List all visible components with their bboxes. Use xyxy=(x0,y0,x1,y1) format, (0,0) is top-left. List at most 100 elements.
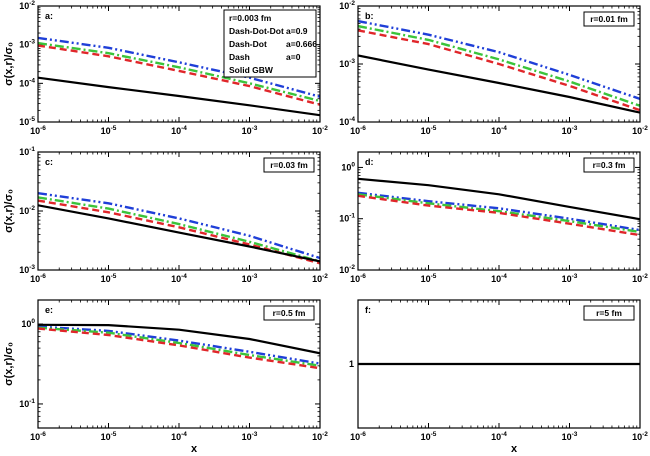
x-axis-title: x xyxy=(191,443,198,455)
radius-label-box xyxy=(583,305,635,321)
panel-tag: b: xyxy=(365,11,374,21)
x-tick-label: 10-6 xyxy=(350,431,366,442)
plot-frame xyxy=(37,5,321,123)
y-tick-label: 10-1 xyxy=(339,213,355,224)
series-line-a_0 xyxy=(38,199,320,265)
x-tick-label: 10-4 xyxy=(491,125,507,136)
plot-frame xyxy=(37,299,321,429)
y-tick-label: 10-3 xyxy=(19,39,35,50)
plot-frame xyxy=(37,151,321,271)
legend-entry-style: Dash-Dot-Dot xyxy=(229,26,284,36)
x-tick-label: 10-2 xyxy=(632,125,648,136)
legend-entry-style: Solid GBW xyxy=(229,65,274,75)
plot-frame xyxy=(357,299,641,429)
panel-f: 10-6 10-5 10-4 10-3 10-2 1 f: r=5 fm x xyxy=(349,299,648,455)
panel-d: 10-6 10-5 10-4 10-3 10-2 10-2 10-1 100 d: r=0.3 f… xyxy=(339,151,648,284)
x-tick-label: 10-4 xyxy=(171,125,187,136)
y-tick-label: 10-2 xyxy=(339,264,355,275)
series-line-gbw xyxy=(38,323,320,355)
x-tick-label: 10-3 xyxy=(562,273,578,284)
series-line-gbw xyxy=(38,76,320,117)
x-tick-label: 10-6 xyxy=(350,125,366,136)
y-tick-label: 100 xyxy=(21,318,35,329)
series-line-a_0666 xyxy=(38,196,320,263)
x-tick-label: 10-2 xyxy=(632,273,648,284)
x-tick-label: 10-5 xyxy=(101,273,117,284)
x-tick-label: 10-2 xyxy=(312,125,328,136)
y-axis-title: σ(x,r)/σ₀ xyxy=(3,42,15,86)
series-line-gbw xyxy=(358,54,640,114)
series-line-a_09 xyxy=(358,19,640,101)
panel-b: 10-6 10-5 10-4 10-3 10-2 10-4 10-3 10-2 b: r=0.01… xyxy=(339,0,648,136)
x-tick-label: 10-2 xyxy=(632,431,648,442)
panel-a: 10-6 10-5 10-4 10-3 10-210-510-410-310-2a: r=… xyxy=(3,0,328,136)
x-tick-label: 10-2 xyxy=(312,431,328,442)
radius-label: r=0.5 fm xyxy=(273,308,306,318)
x-tick-label: 10-4 xyxy=(491,273,507,284)
series-line-a_0 xyxy=(38,327,320,370)
x-tick-label: 10-5 xyxy=(421,273,437,284)
series-line-a_09 xyxy=(358,191,640,232)
series-line-a_0666 xyxy=(38,326,320,367)
radius-label-box xyxy=(583,157,635,173)
x-tick-label: 10-5 xyxy=(101,431,117,442)
series-line-a_09 xyxy=(38,325,320,365)
x-axis-title: x xyxy=(511,443,518,455)
series-line-a_0 xyxy=(358,29,640,112)
legend-header: r=0.003 fm xyxy=(229,13,272,23)
series-line-a_0666 xyxy=(38,41,320,103)
x-tick-label: 10-3 xyxy=(242,273,258,284)
y-axis-title: σ(x,r)/σ₀ xyxy=(3,189,15,233)
legend: r=0.003 fm Dash-Dot-Dot a=0.9 Dash-Dot a=0.6… xyxy=(223,9,317,78)
legend-entry-style: Dash-Dot xyxy=(229,39,267,49)
radius-label: r=5 fm xyxy=(596,308,622,318)
legend-entry-param: a=0 xyxy=(286,52,301,62)
y-tick-label: 100 xyxy=(341,161,355,172)
x-tick-label: 10-5 xyxy=(421,431,437,442)
series-line-a_09 xyxy=(38,36,320,98)
series-line-a_09 xyxy=(38,192,320,260)
x-tick-label: 10-6 xyxy=(350,273,366,284)
radius-label-box xyxy=(583,11,635,27)
y-tick-label: 10-1 xyxy=(19,146,35,157)
x-tick-label: 10-4 xyxy=(491,431,507,442)
y-tick-label: 10-4 xyxy=(19,77,35,88)
y-tick-label: 1 xyxy=(349,359,354,369)
x-tick-label: 10-5 xyxy=(101,125,117,136)
legend-entry-param: a=0.666 xyxy=(286,39,317,49)
panel-e: 10-6 10-5 10-4 10-3 10-2 10-1 100 e: r=0.5 fm σ(x… xyxy=(3,299,328,455)
x-tick-label: 10-3 xyxy=(562,431,578,442)
panel-tag: f: xyxy=(365,305,371,315)
series-line-gbw xyxy=(38,204,320,263)
y-tick-label: 10-2 xyxy=(19,0,35,11)
legend-entry-param: a=0.9 xyxy=(286,26,308,36)
panel-tag: a: xyxy=(45,11,53,21)
y-tick-label: 10-5 xyxy=(19,116,35,127)
panel-tag: e: xyxy=(45,305,53,315)
y-tick-label: 10-1 xyxy=(19,398,35,409)
series-line-gbw xyxy=(358,177,640,221)
x-tick-label: 10-6 xyxy=(30,431,46,442)
series-line-a_0666 xyxy=(358,24,640,107)
series-line-a_0 xyxy=(358,194,640,237)
x-tick-label: 10-6 xyxy=(30,125,46,136)
x-tick-label: 10-3 xyxy=(242,125,258,136)
x-tick-label: 10-5 xyxy=(421,125,437,136)
series-line-a_0666 xyxy=(358,193,640,234)
plot-frame xyxy=(357,151,641,271)
y-tick-label: 10-2 xyxy=(19,205,35,216)
series-line-a_0 xyxy=(38,44,320,106)
radius-label: r=0.03 fm xyxy=(270,160,308,170)
panel-tag: d: xyxy=(365,157,374,167)
x-tick-label: 10-2 xyxy=(312,273,328,284)
panel-c: 10-6 10-5 10-4 10-3 10-2 10-3 10-2 10-1 c: r=0.03… xyxy=(3,146,328,284)
legend-box xyxy=(223,9,317,78)
panel-tag: c: xyxy=(45,157,53,167)
y-tick-label: 10-4 xyxy=(339,116,355,127)
radius-label-box xyxy=(263,157,315,173)
x-tick-label: 10-4 xyxy=(171,431,187,442)
radius-label: r=0.01 fm xyxy=(590,14,628,24)
x-tick-label: 10-4 xyxy=(171,273,187,284)
radius-label-box xyxy=(263,305,315,321)
